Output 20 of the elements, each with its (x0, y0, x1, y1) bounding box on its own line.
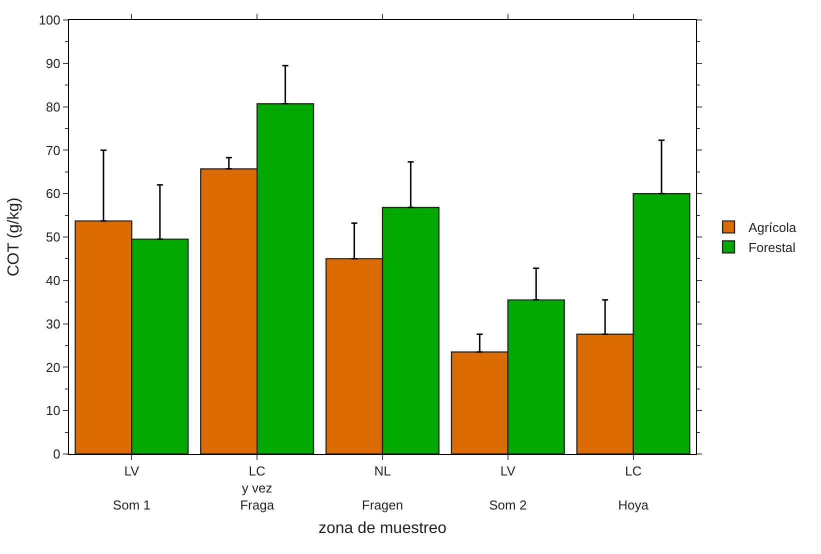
y-tick-label: 0 (53, 446, 60, 462)
y-tick-label: 60 (46, 186, 60, 202)
y-tick-label: 50 (46, 230, 60, 245)
legend-label: Forestal (748, 240, 796, 255)
y-tick-label: 80 (46, 99, 60, 114)
y-tick-label: 100 (38, 12, 60, 28)
y-tick-label: 40 (46, 272, 60, 288)
legend-label: Agrícola (748, 220, 797, 236)
y-tick-label: 90 (46, 56, 60, 71)
y-tick-label: 10 (46, 403, 60, 418)
y-axis-title: COT (g/kg) (6, 198, 23, 276)
y-tick-label: 20 (46, 360, 60, 375)
y-tick-label: 70 (46, 142, 60, 158)
category-label: LC Hoya (618, 464, 648, 512)
category-label: LV Som 1 (112, 464, 150, 512)
category-label: LV Som 2 (489, 464, 527, 512)
x-axis-title: zona de muestreo (318, 520, 447, 538)
y-tick-label: 30 (46, 316, 60, 332)
category-label: NL Fragen (362, 464, 404, 512)
x-tick-label: LC y vez Fraga (240, 464, 275, 512)
